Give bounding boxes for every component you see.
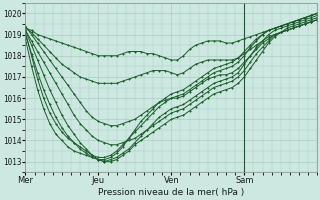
X-axis label: Pression niveau de la mer( hPa ): Pression niveau de la mer( hPa ) (98, 188, 244, 197)
